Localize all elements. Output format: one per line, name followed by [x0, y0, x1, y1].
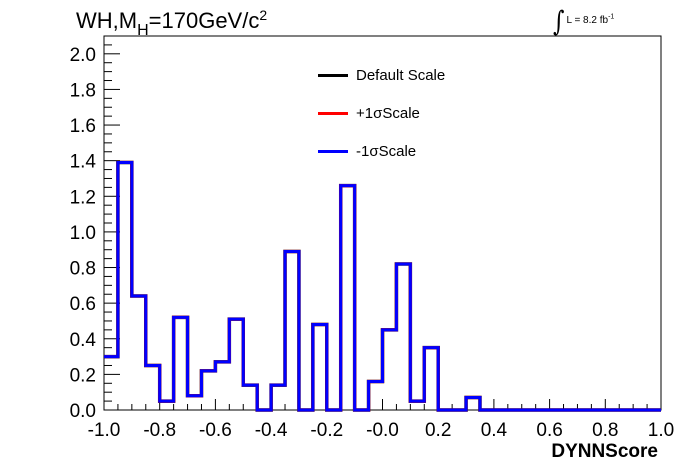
y-tick-label: 0.8 — [70, 259, 96, 280]
x-tick-label: -0.4 — [255, 420, 288, 441]
y-tick-label: 1.8 — [70, 80, 96, 101]
legend-entry-minus1sigma: -1σScale — [318, 132, 445, 170]
x-tick-label: 0.4 — [481, 420, 508, 441]
y-axis-ticks: 0.0 0.2 0.4 0.6 0.8 1.0 1.2 1.4 1.6 1.8 2.0 — [70, 35, 120, 422]
luminosity-text: L = 8.2 fb-1 — [566, 13, 615, 26]
legend-label-default: Default Scale — [356, 66, 446, 84]
title-mid: =170GeV/c — [148, 8, 260, 33]
x-tick-label: -1.0 — [88, 420, 121, 441]
legend-line-plus1sigma — [318, 111, 348, 115]
legend-line-minus1sigma — [318, 149, 348, 153]
x-tick-label: 0.2 — [425, 420, 451, 441]
y-tick-label: 0.6 — [70, 294, 96, 315]
legend-entry-default: Default Scale — [318, 56, 445, 94]
title-subscript: H — [137, 22, 149, 39]
legend-label-plus1sigma: +1σScale — [356, 104, 420, 122]
integral-symbol: ∫ — [553, 6, 565, 39]
legend-entry-plus1sigma: +1σScale — [318, 94, 445, 132]
x-tick-label: -0.8 — [143, 420, 176, 441]
x-tick-label: -0.2 — [310, 420, 343, 441]
x-tick-label: 0.6 — [536, 420, 562, 441]
legend-label-minus1sigma: -1σScale — [356, 142, 417, 160]
y-tick-label: 1.6 — [70, 116, 96, 137]
legend-line-default — [318, 73, 348, 77]
y-tick-label: 2.0 — [70, 45, 96, 66]
title-superscript: 2 — [259, 7, 268, 23]
histogram-line-2 — [104, 160, 661, 412]
luminosity-exponent: -1 — [608, 13, 615, 21]
luminosity-label: ∫ L = 8.2 fb-1 — [553, 6, 615, 39]
y-tick-label: 1.0 — [70, 223, 96, 244]
x-axis-title: DYNNScore — [551, 441, 658, 462]
x-tick-label: -0.0 — [366, 420, 399, 441]
x-tick-label: -0.6 — [199, 420, 232, 441]
title-prefix: WH,M — [76, 8, 138, 33]
luminosity-value: L = 8.2 fb — [566, 15, 609, 26]
y-tick-label: 0.2 — [70, 365, 96, 386]
x-tick-label: 1.0 — [648, 420, 674, 441]
x-axis-ticks: -1.0 -0.8 -0.6 -0.4 -0.2 -0.0 0.2 0.4 0.6 0.8 1.0 — [88, 399, 674, 441]
histogram-series — [104, 160, 661, 412]
x-tick-label: 0.8 — [592, 420, 618, 441]
y-tick-label: 0.0 — [70, 401, 96, 422]
y-tick-label: 1.2 — [70, 187, 96, 208]
plot-title: WH,MH=170GeV/c2 — [76, 7, 267, 40]
y-tick-label: 1.4 — [70, 152, 97, 173]
legend: Default Scale +1σScale -1σScale — [318, 56, 445, 170]
y-tick-label: 0.4 — [70, 330, 97, 351]
